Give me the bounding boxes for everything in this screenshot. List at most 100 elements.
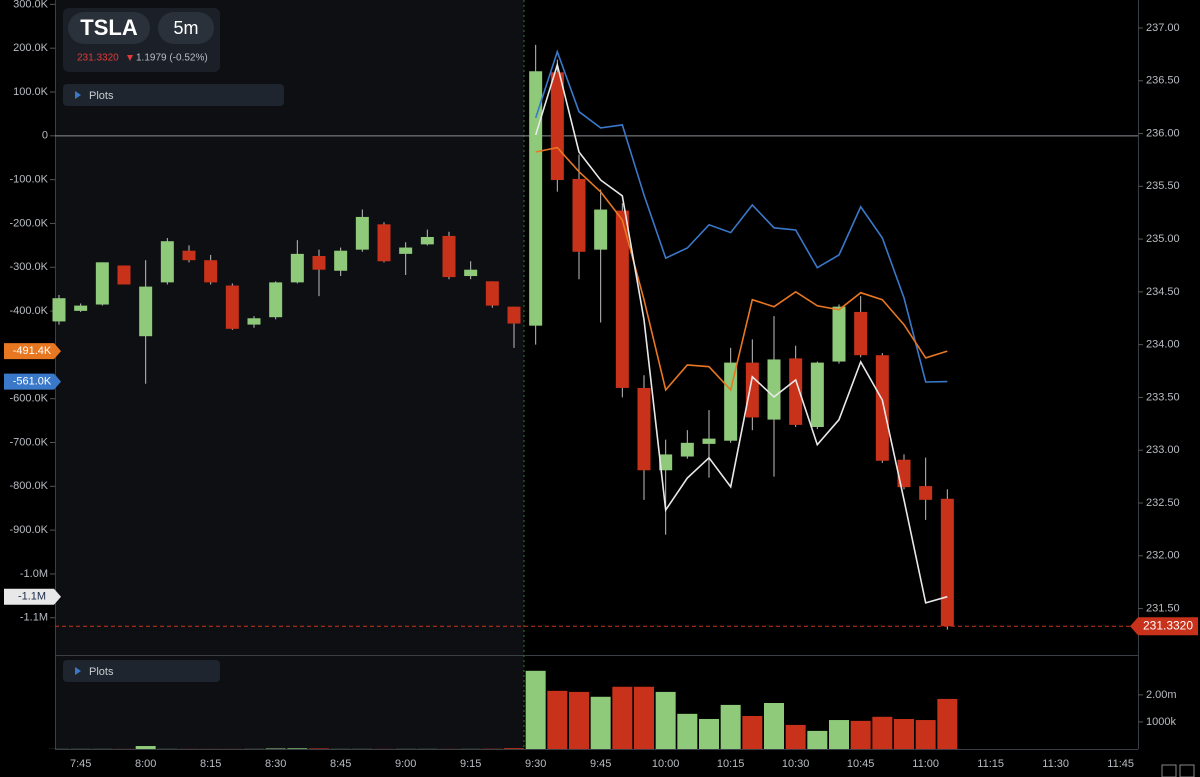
volume-bar bbox=[569, 691, 589, 749]
y-tick-label: 234.50 bbox=[1146, 286, 1180, 298]
indicator-line bbox=[534, 49, 948, 383]
indicator-line bbox=[535, 146, 948, 392]
premarket-shade bbox=[55, 0, 524, 749]
y2-tick-label: 200.0K bbox=[13, 42, 49, 54]
last-price-label: 231.3320 bbox=[1143, 618, 1193, 632]
y2-tick-label: -600.0K bbox=[9, 393, 48, 405]
volume-bar bbox=[699, 718, 719, 749]
candle-body bbox=[420, 236, 434, 245]
candle-body bbox=[940, 498, 954, 627]
y-tick-label: 232.00 bbox=[1146, 550, 1180, 562]
x-tick-label: 11:15 bbox=[977, 758, 1004, 770]
candle-body bbox=[139, 286, 153, 337]
candle-body bbox=[919, 486, 933, 500]
y-tick-label: 231.50 bbox=[1146, 602, 1180, 614]
candle-body bbox=[312, 255, 326, 270]
x-tick-label: 7:45 bbox=[70, 758, 91, 770]
x-tick-label: 8:30 bbox=[265, 758, 286, 770]
y2-tick-label: -700.0K bbox=[9, 436, 48, 448]
volume-bar bbox=[785, 724, 806, 749]
volume-bar bbox=[764, 703, 784, 749]
volume-bar bbox=[590, 696, 611, 749]
candle-body bbox=[334, 250, 348, 271]
x-tick-label: 10:15 bbox=[717, 758, 745, 770]
candle-body bbox=[572, 178, 586, 252]
candle-body bbox=[897, 459, 911, 488]
candle-body bbox=[182, 250, 196, 261]
y-tick-label: 1000k bbox=[1146, 716, 1176, 728]
volume-bar bbox=[720, 704, 741, 749]
plots-button[interactable]: Plots bbox=[63, 660, 220, 682]
volume-bar bbox=[135, 746, 156, 749]
plots-label[interactable]: Plots bbox=[89, 90, 114, 102]
line-end-label: -1.1M bbox=[18, 591, 46, 603]
y2-tick-label: -200.0K bbox=[9, 217, 48, 229]
candle-body bbox=[529, 71, 543, 326]
y-tick-label: 236.50 bbox=[1146, 75, 1180, 87]
header-box: TSLA 5m 231.3320 1.1979 (-0.52%) bbox=[63, 8, 220, 72]
x-tick-label: 11:30 bbox=[1042, 758, 1069, 770]
candle-body bbox=[204, 260, 218, 283]
volume-bar bbox=[265, 748, 286, 749]
x-tick-label: 9:00 bbox=[395, 758, 416, 770]
interval-pill bbox=[158, 12, 214, 44]
y-tick-label: 235.00 bbox=[1146, 233, 1180, 245]
candle-body bbox=[594, 209, 608, 250]
volume-bar bbox=[894, 718, 914, 749]
candle-body bbox=[355, 216, 369, 250]
volume-bar bbox=[915, 720, 936, 749]
symbol[interactable]: TSLA bbox=[80, 15, 138, 40]
candle-body bbox=[95, 262, 109, 305]
y2-tick-label: -300.0K bbox=[9, 261, 48, 273]
x-tick-label: 8:15 bbox=[200, 758, 221, 770]
plots-button[interactable]: Plots bbox=[63, 84, 284, 106]
candle-body bbox=[854, 311, 868, 356]
candle-body bbox=[442, 235, 456, 278]
symbol-pill bbox=[68, 12, 150, 44]
x-tick-label: 9:45 bbox=[590, 758, 611, 770]
y-tick-label: 233.00 bbox=[1146, 444, 1180, 456]
line-end-label: -561.0K bbox=[13, 376, 52, 388]
volume-bar bbox=[807, 730, 828, 749]
volume-bar bbox=[525, 670, 546, 749]
plots-bg bbox=[63, 84, 284, 106]
volume-bar bbox=[850, 720, 871, 749]
change: 1.1979 (-0.52%) bbox=[136, 53, 208, 64]
y2-tick-label: -1.0M bbox=[20, 568, 48, 580]
line-end-tag bbox=[4, 588, 61, 605]
x-tick-label: 11:45 bbox=[1107, 758, 1134, 770]
y2-tick-label: 100.0K bbox=[13, 86, 49, 98]
y2-tick-label: -100.0K bbox=[9, 174, 48, 186]
candle-body bbox=[52, 298, 66, 322]
candle-body bbox=[225, 285, 239, 329]
candle-body bbox=[377, 224, 391, 262]
down-arrow bbox=[127, 55, 133, 61]
corner-icon[interactable] bbox=[1161, 764, 1195, 777]
volume-bar bbox=[677, 713, 698, 749]
candle-body bbox=[269, 282, 283, 318]
candle-body bbox=[702, 438, 716, 444]
candle-body bbox=[637, 387, 651, 471]
volume-bar bbox=[309, 748, 329, 749]
x-tick-label: 10:30 bbox=[782, 758, 810, 770]
y-tick-label: 237.00 bbox=[1146, 22, 1180, 34]
plots-label[interactable]: Plots bbox=[89, 666, 114, 678]
interval[interactable]: 5m bbox=[173, 18, 198, 38]
x-tick-label: 10:00 bbox=[652, 758, 680, 770]
x-tick-label: 11:00 bbox=[912, 758, 939, 770]
candle-body bbox=[485, 281, 499, 306]
x-tick-label: 10:45 bbox=[847, 758, 875, 770]
y2-tick-label: -1.1M bbox=[20, 612, 48, 624]
price: 231.3320 bbox=[77, 53, 119, 64]
volume-bar bbox=[829, 720, 849, 749]
expand-icon bbox=[75, 667, 81, 675]
candle-body bbox=[399, 247, 413, 254]
candle-body bbox=[789, 358, 803, 425]
candle-body bbox=[247, 318, 261, 325]
candle-body bbox=[117, 265, 131, 285]
line-end-tag bbox=[4, 373, 61, 390]
y2-tick-label: 0 bbox=[42, 130, 48, 142]
icon bbox=[1179, 764, 1195, 777]
candle-body bbox=[550, 72, 564, 180]
